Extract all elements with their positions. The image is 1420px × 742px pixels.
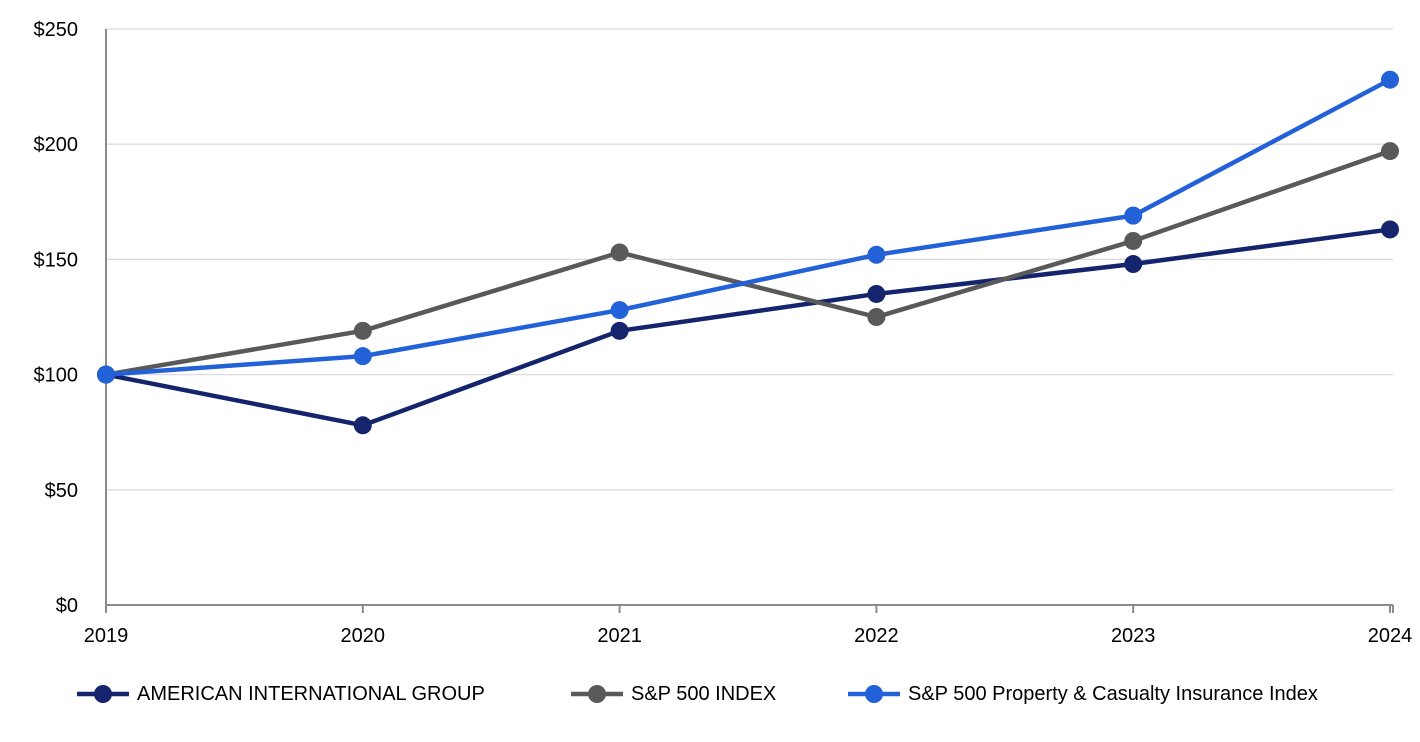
series-line-2 xyxy=(103,77,1393,377)
data-point-2-2021 xyxy=(610,301,629,320)
data-point-2-2020 xyxy=(353,347,372,366)
legend-item-sp500-pc-insurance-index: S&P 500 Property & Casualty Insurance In… xyxy=(847,672,1318,716)
data-point-0-2021 xyxy=(610,321,629,340)
x-tick-label: 2023 xyxy=(1111,625,1156,647)
y-tick-label: $50 xyxy=(45,480,78,502)
data-point-1-2021 xyxy=(610,243,629,262)
x-tick-label: 2019 xyxy=(84,625,129,647)
y-tick-label: $150 xyxy=(34,249,79,271)
data-point-0-2024 xyxy=(1381,220,1399,239)
data-point-1-2023 xyxy=(1124,231,1143,250)
x-tick-label: 2022 xyxy=(854,625,899,647)
x-tick-label: 2024 xyxy=(1368,625,1413,647)
data-point-2-2022 xyxy=(867,245,886,264)
data-point-2-2019 xyxy=(97,365,115,384)
legend-item-american-international-group: AMERICAN INTERNATIONAL GROUP xyxy=(76,672,485,716)
x-tick-label: 2020 xyxy=(341,625,386,647)
chart-legend: AMERICAN INTERNATIONAL GROUP S&P 500 IND… xyxy=(0,672,1420,716)
data-point-2-2023 xyxy=(1124,206,1143,225)
performance-chart: $0 $50 $100 $150 $200 $250 2019 2020 2021 2022 202… xyxy=(34,19,1413,647)
data-point-1-2024 xyxy=(1381,142,1399,161)
line-marker-icon xyxy=(848,685,900,703)
legend-label: S&P 500 INDEX xyxy=(631,682,777,705)
line-marker-icon xyxy=(571,685,623,703)
data-point-0-2022 xyxy=(867,284,886,303)
data-point-0-2020 xyxy=(353,416,372,435)
series-line-0 xyxy=(103,227,1393,428)
y-tick-label: $200 xyxy=(34,134,79,156)
legend-item-sp500-index: S&P 500 INDEX xyxy=(570,672,776,716)
data-point-2-2024 xyxy=(1381,70,1399,89)
series-line-1 xyxy=(103,148,1393,377)
y-tick-label: $250 xyxy=(34,19,79,41)
legend-label: AMERICAN INTERNATIONAL GROUP xyxy=(137,682,485,705)
y-tick-label: $0 xyxy=(56,595,78,617)
y-tick-label: $100 xyxy=(34,365,79,387)
legend-label: S&P 500 Property & Casualty Insurance In… xyxy=(908,682,1318,705)
data-point-1-2020 xyxy=(353,321,372,340)
data-point-1-2022 xyxy=(867,308,886,326)
x-tick-label: 2021 xyxy=(597,625,642,647)
data-point-0-2023 xyxy=(1124,255,1143,274)
line-marker-icon xyxy=(77,685,129,703)
